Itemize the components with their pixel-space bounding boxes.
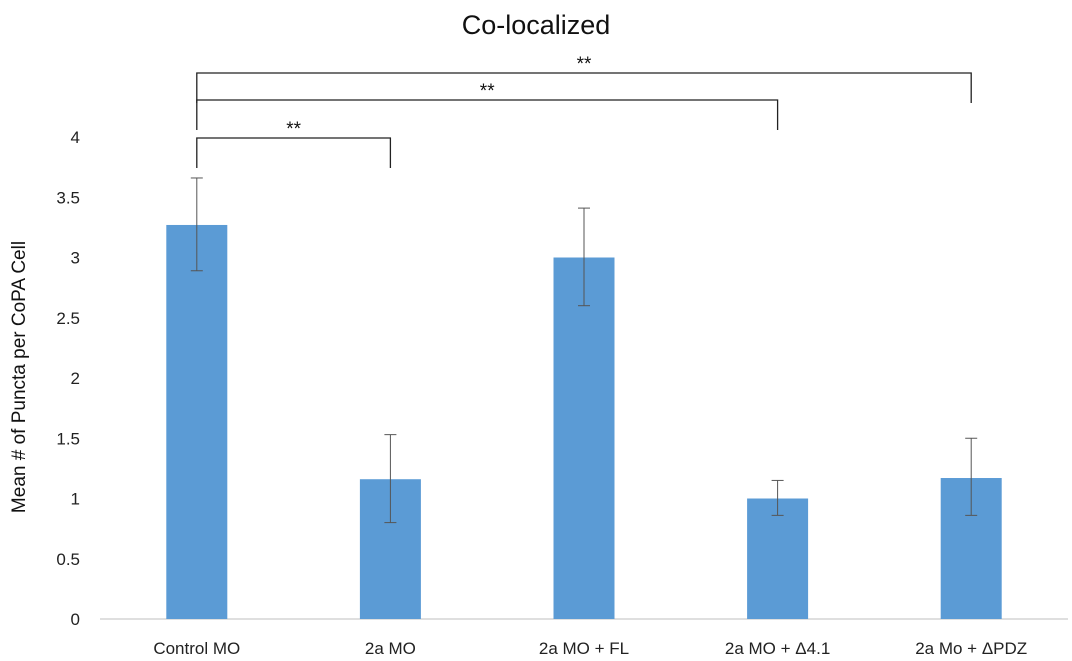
significance-label: ** [480, 81, 495, 102]
significance-bracket: ** [196, 119, 392, 168]
bar [166, 224, 228, 619]
y-tick-label: 4 [71, 128, 80, 147]
error-bar [578, 207, 590, 307]
y-tick-label: 2 [71, 369, 80, 388]
error-bar [384, 434, 397, 524]
significance-label: ** [577, 54, 592, 75]
significance-bracket: ** [196, 81, 779, 130]
axes: 0 0.5 1 1.5 2 2.5 3 3.5 4 Control MO 2a MO 2a MO + … [56, 128, 1068, 658]
x-tick-label: Control MO [153, 639, 240, 658]
significance-brackets: ** ** ** [196, 54, 972, 168]
significance-bracket: ** [196, 54, 972, 103]
bar [747, 498, 809, 619]
y-tick-label: 1.5 [56, 429, 80, 448]
x-tick-label: 2a MO [365, 639, 416, 658]
error-bar [965, 437, 978, 516]
error-bar [771, 479, 784, 516]
y-tick-label: 1 [71, 490, 80, 509]
y-tick-label: 3.5 [56, 188, 80, 207]
error-bar [190, 177, 203, 272]
y-axis-label: Mean # of Puncta per CoPA Cell [9, 241, 30, 513]
y-tick-label: 0 [71, 610, 80, 629]
y-tick-label: 0.5 [56, 550, 80, 569]
chart-title: Co-localized [462, 10, 611, 40]
bar [553, 257, 615, 619]
error-bars [190, 177, 978, 524]
x-tick-label: 2a MO + FL [539, 639, 629, 658]
x-tick-label: 2a MO + Δ4.1 [725, 639, 830, 658]
y-tick-label: 2.5 [56, 309, 80, 328]
y-tick-label: 3 [71, 249, 80, 268]
significance-label: ** [286, 119, 301, 140]
x-tick-label: 2a Mo + ΔPDZ [915, 639, 1027, 658]
